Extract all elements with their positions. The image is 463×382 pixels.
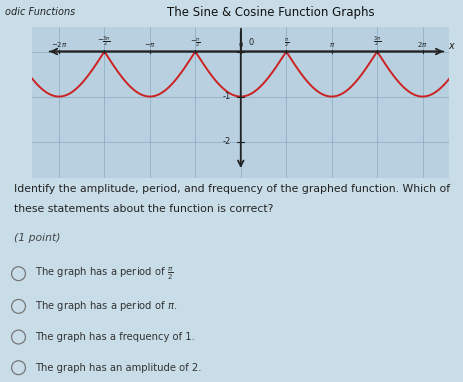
Text: $\frac{\pi}{2}$: $\frac{\pi}{2}$	[284, 36, 289, 49]
Text: these statements about the function is correct?: these statements about the function is c…	[14, 204, 273, 214]
Text: $0$: $0$	[238, 40, 244, 49]
Text: odic Functions: odic Functions	[5, 7, 75, 18]
Text: $-\frac{3\pi}{2}$: $-\frac{3\pi}{2}$	[97, 35, 112, 49]
Text: $x$: $x$	[448, 41, 456, 51]
Text: $0$: $0$	[248, 36, 255, 47]
Text: (1 point): (1 point)	[14, 233, 60, 243]
Text: $\frac{3\pi}{2}$: $\frac{3\pi}{2}$	[373, 35, 381, 49]
Text: -2: -2	[222, 137, 231, 146]
Text: The Sine & Cosine Function Graphs: The Sine & Cosine Function Graphs	[167, 6, 374, 19]
Text: The graph has a frequency of 1.: The graph has a frequency of 1.	[35, 332, 194, 342]
Text: $\pi$: $\pi$	[329, 41, 335, 49]
Text: $-2\pi$: $-2\pi$	[50, 40, 67, 49]
Text: -1: -1	[222, 92, 231, 101]
Text: Identify the amplitude, period, and frequency of the graphed function. Which of: Identify the amplitude, period, and freq…	[14, 184, 450, 194]
Text: $-\pi$: $-\pi$	[144, 41, 156, 49]
Text: The graph has a period of $\pi$.: The graph has a period of $\pi$.	[35, 299, 177, 313]
Text: The graph has a period of $\frac{\pi}{2}$: The graph has a period of $\frac{\pi}{2}…	[35, 265, 174, 282]
Text: $2\pi$: $2\pi$	[417, 40, 428, 49]
Text: $-\frac{\pi}{2}$: $-\frac{\pi}{2}$	[190, 36, 201, 49]
Text: The graph has an amplitude of 2.: The graph has an amplitude of 2.	[35, 363, 201, 373]
